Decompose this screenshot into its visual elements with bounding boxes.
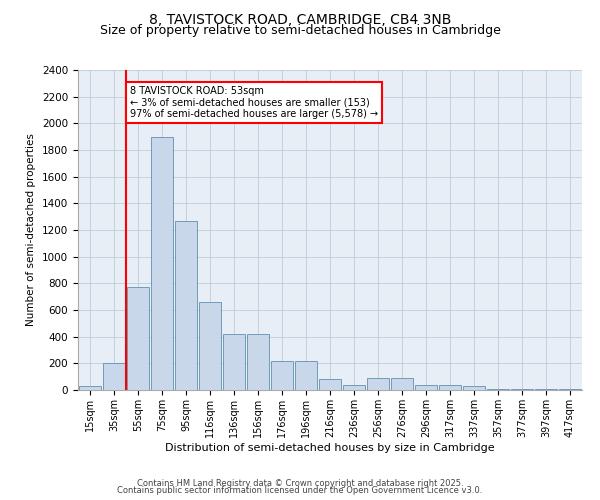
Text: 8 TAVISTOCK ROAD: 53sqm
← 3% of semi-detached houses are smaller (153)
97% of se: 8 TAVISTOCK ROAD: 53sqm ← 3% of semi-det…: [130, 86, 378, 119]
Text: Contains HM Land Registry data © Crown copyright and database right 2025.: Contains HM Land Registry data © Crown c…: [137, 478, 463, 488]
Bar: [223, 334, 245, 390]
Bar: [271, 362, 293, 390]
Bar: [319, 380, 341, 390]
Bar: [487, 388, 509, 390]
Bar: [463, 386, 485, 390]
Bar: [343, 384, 365, 390]
Bar: [151, 136, 173, 390]
Bar: [247, 334, 269, 390]
Bar: [199, 302, 221, 390]
Text: 8, TAVISTOCK ROAD, CAMBRIDGE, CB4 3NB: 8, TAVISTOCK ROAD, CAMBRIDGE, CB4 3NB: [149, 12, 451, 26]
Y-axis label: Number of semi-detached properties: Number of semi-detached properties: [26, 134, 37, 326]
X-axis label: Distribution of semi-detached houses by size in Cambridge: Distribution of semi-detached houses by …: [165, 442, 495, 452]
Bar: [175, 220, 197, 390]
Text: Contains public sector information licensed under the Open Government Licence v3: Contains public sector information licen…: [118, 486, 482, 495]
Bar: [295, 362, 317, 390]
Bar: [127, 288, 149, 390]
Bar: [367, 378, 389, 390]
Bar: [415, 384, 437, 390]
Bar: [103, 364, 125, 390]
Bar: [79, 386, 101, 390]
Bar: [391, 378, 413, 390]
Bar: [511, 388, 533, 390]
Bar: [439, 384, 461, 390]
Text: Size of property relative to semi-detached houses in Cambridge: Size of property relative to semi-detach…: [100, 24, 500, 37]
